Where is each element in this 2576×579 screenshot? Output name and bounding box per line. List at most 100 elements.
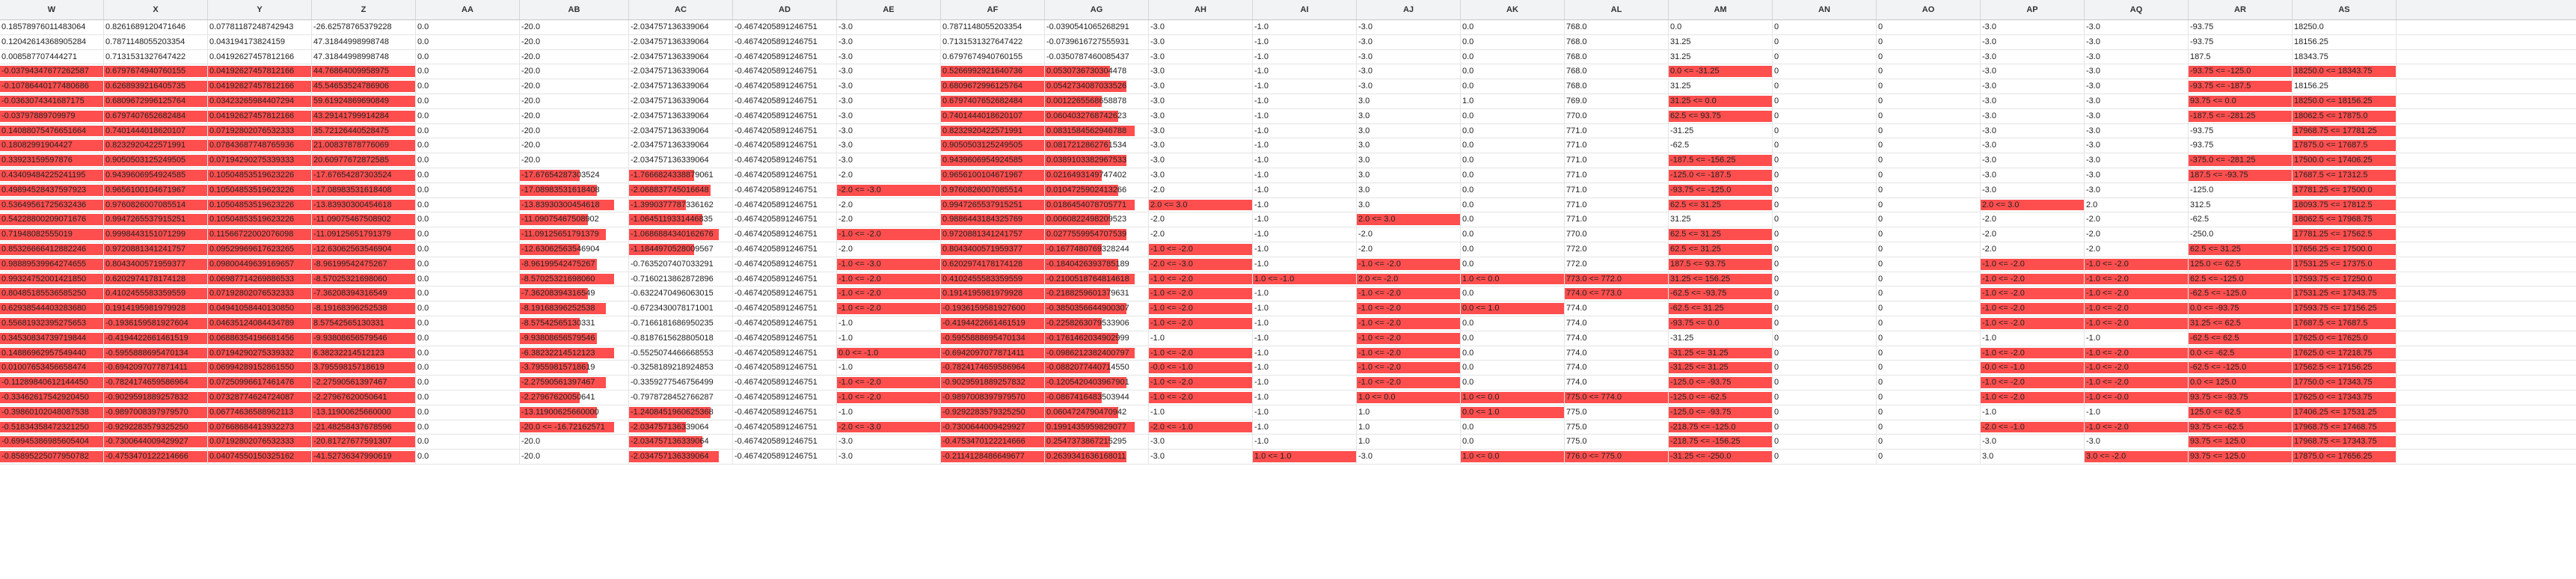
cell-ao[interactable]: 0 — [1877, 123, 1981, 138]
cell-w[interactable]: -0.69945386985605404 — [0, 435, 104, 450]
column-header-ao[interactable]: AO — [1877, 0, 1981, 19]
cell-ap[interactable]: -3.0 — [1981, 64, 2085, 79]
cell-ac[interactable]: -2.068837745016648 — [629, 183, 733, 197]
cell-ak[interactable]: 0.0 <= 1.0 — [1461, 301, 1565, 316]
cell-af[interactable]: -0.2114128486649677 — [941, 450, 1045, 464]
cell-ad[interactable]: -0.4674205891246751 — [733, 331, 837, 346]
cell-ag[interactable]: -0.0867416483503944 — [1045, 390, 1149, 405]
cell-ak[interactable]: 0.0 — [1461, 212, 1565, 227]
cell-ar[interactable]: 93.75 <= 125.0 — [2189, 435, 2293, 450]
cell-ai[interactable]: -1.0 — [1253, 108, 1357, 123]
cell-ar[interactable]: -93.75 — [2189, 34, 2293, 49]
cell-ar[interactable]: 125.0 <= 62.5 — [2189, 405, 2293, 420]
cell-aq[interactable]: -1.0 <= -2.0 — [2085, 376, 2189, 390]
cell-y[interactable]: 0.10504853519623226 — [208, 168, 312, 183]
cell-aj[interactable]: -1.0 <= -2.0 — [1357, 331, 1461, 346]
cell-x[interactable]: -0.6942097077871411 — [104, 361, 208, 376]
cell-as[interactable]: 17562.5 <= 17156.25 — [2293, 361, 2396, 376]
cell-ai[interactable]: -1.0 — [1253, 287, 1357, 301]
cell-ab[interactable]: -7.36208394316549 — [520, 287, 629, 301]
cell-aq[interactable]: -3.0 — [2085, 34, 2189, 49]
column-header-aa[interactable]: AA — [416, 0, 520, 19]
cell-ar[interactable]: 31.25 <= 62.5 — [2189, 316, 2293, 331]
cell-z[interactable]: 43.29141799914284 — [312, 108, 416, 123]
cell-an[interactable]: 0 — [1773, 257, 1877, 272]
cell-ap[interactable]: -3.0 — [1981, 123, 2085, 138]
cell-an[interactable]: 0 — [1773, 123, 1877, 138]
cell-aq[interactable]: -1.0 <= -2.0 — [2085, 257, 2189, 272]
cell-ab[interactable]: -8.57025321698060 — [520, 272, 629, 287]
cell-x[interactable]: -0.1936159581927604 — [104, 316, 208, 331]
cell-ad[interactable]: -0.4674205891246751 — [733, 346, 837, 361]
column-header-am[interactable]: AM — [1669, 0, 1773, 19]
cell-ak[interactable]: 0.0 — [1461, 197, 1565, 212]
cell-ar[interactable]: -93.75 <= -125.0 — [2189, 64, 2293, 79]
cell-as[interactable]: 17593.75 <= 17156.25 — [2293, 301, 2396, 316]
cell-x[interactable]: -0.4194422661461519 — [104, 331, 208, 346]
cell-aa[interactable]: 0.0 — [416, 316, 520, 331]
cell-ag[interactable]: -0.0390541065268291 — [1045, 20, 1149, 34]
cell-ah[interactable]: 2.0 <= 3.0 — [1149, 197, 1253, 212]
cell-ai[interactable]: -1.0 — [1253, 79, 1357, 94]
cell-as[interactable]: 17625.0 <= 17625.0 — [2293, 331, 2396, 346]
cell-z[interactable]: -21.48258437678596 — [312, 420, 416, 435]
cell-ad[interactable]: -0.4674205891246751 — [733, 361, 837, 376]
cell-ah[interactable]: -3.0 — [1149, 94, 1253, 108]
cell-ap[interactable]: -1.0 — [1981, 331, 2085, 346]
cell-aq[interactable]: -3.0 — [2085, 168, 2189, 183]
cell-ao[interactable]: 0 — [1877, 390, 1981, 405]
cell-x[interactable]: -0.5955888695470134 — [104, 346, 208, 361]
cell-w[interactable]: 0.14088075476651664 — [0, 123, 104, 138]
cell-ab[interactable]: -20.0 — [520, 108, 629, 123]
cell-ak[interactable]: 0.0 — [1461, 346, 1565, 361]
cell-an[interactable]: 0 — [1773, 301, 1877, 316]
cell-af[interactable]: -0.7300644009429927 — [941, 420, 1045, 435]
cell-am[interactable]: -31.25 <= 31.25 — [1669, 361, 1773, 376]
cell-w[interactable]: 0.01007653456658474 — [0, 361, 104, 376]
cell-w[interactable]: 0.14886962957549440 — [0, 346, 104, 361]
cell-ai[interactable]: -1.0 — [1253, 376, 1357, 390]
cell-aj[interactable]: -1.0 <= -2.0 — [1357, 361, 1461, 376]
cell-ad[interactable]: -0.4674205891246751 — [733, 49, 837, 64]
cell-ad[interactable]: -0.4674205891246751 — [733, 138, 837, 153]
cell-ab[interactable]: -20.0 — [520, 94, 629, 108]
cell-ai[interactable]: -1.0 — [1253, 390, 1357, 405]
cell-y[interactable]: 0.06994289152861550 — [208, 361, 312, 376]
cell-am[interactable]: 31.25 <= 156.25 — [1669, 272, 1773, 287]
cell-x[interactable]: 0.9050503125249505 — [104, 153, 208, 168]
cell-ac[interactable]: -2.034757136339064 — [629, 20, 733, 34]
cell-am[interactable]: -218.75 <= -125.0 — [1669, 420, 1773, 435]
cell-ah[interactable]: -3.0 — [1149, 64, 1253, 79]
cell-ab[interactable]: -3.79559815718619 — [520, 361, 629, 376]
cell-an[interactable]: 0 — [1773, 138, 1877, 153]
cell-aj[interactable]: -1.0 <= -2.0 — [1357, 376, 1461, 390]
cell-ac[interactable]: -2.034757136339064 — [629, 79, 733, 94]
cell-y[interactable]: 0.04192627457812166 — [208, 79, 312, 94]
cell-ag[interactable]: 0.0389103382967533 — [1045, 153, 1149, 168]
cell-ab[interactable]: -17.08983531618408 — [520, 183, 629, 197]
cell-ak[interactable]: 0.0 — [1461, 361, 1565, 376]
cell-ac[interactable]: -0.7635207407033291 — [629, 257, 733, 272]
column-header-ap[interactable]: AP — [1981, 0, 2085, 19]
cell-ac[interactable]: -1.2408451960625368 — [629, 405, 733, 420]
cell-aa[interactable]: 0.0 — [416, 301, 520, 316]
cell-al[interactable]: 768.0 — [1565, 20, 1669, 34]
cell-ae[interactable]: -1.0 — [837, 331, 941, 346]
cell-ab[interactable]: -20.0 — [520, 79, 629, 94]
cell-z[interactable]: 45.54653524786906 — [312, 79, 416, 94]
cell-al[interactable]: 769.0 — [1565, 94, 1669, 108]
cell-aj[interactable]: 3.0 — [1357, 153, 1461, 168]
cell-y[interactable]: 0.11566722002076098 — [208, 227, 312, 242]
cell-w[interactable]: -0.0363074341687175 — [0, 94, 104, 108]
cell-ah[interactable]: -1.0 <= -2.0 — [1149, 242, 1253, 257]
cell-aj[interactable]: 3.0 — [1357, 197, 1461, 212]
cell-ag[interactable]: 0.0060822498209523 — [1045, 212, 1149, 227]
cell-aq[interactable]: -1.0 <= -2.0 — [2085, 272, 2189, 287]
cell-as[interactable]: 17593.75 <= 17250.0 — [2293, 272, 2396, 287]
cell-aa[interactable]: 0.0 — [416, 153, 520, 168]
cell-ag[interactable]: 0.0530736730304478 — [1045, 64, 1149, 79]
cell-am[interactable]: -62.5 <= -93.75 — [1669, 287, 1773, 301]
cell-ag[interactable]: 0.2639341636168011 — [1045, 450, 1149, 464]
cell-ae[interactable]: -3.0 — [837, 34, 941, 49]
cell-aq[interactable]: -3.0 — [2085, 49, 2189, 64]
